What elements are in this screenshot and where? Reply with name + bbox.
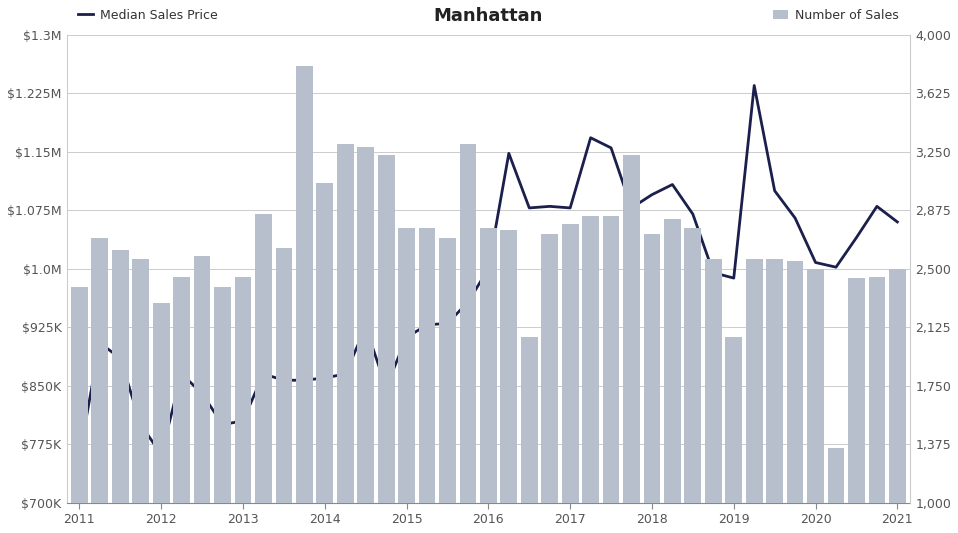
Bar xyxy=(71,287,88,533)
Bar xyxy=(91,238,108,533)
Bar xyxy=(869,277,885,533)
Bar xyxy=(541,235,559,533)
Bar xyxy=(828,448,844,533)
Bar xyxy=(603,216,620,533)
Bar xyxy=(787,261,804,533)
Bar xyxy=(173,277,190,533)
Bar xyxy=(664,219,681,533)
Bar xyxy=(153,303,170,533)
Title: Manhattan: Manhattan xyxy=(434,7,543,25)
Bar xyxy=(296,66,312,533)
Bar xyxy=(889,269,905,533)
Bar xyxy=(255,214,272,533)
Bar xyxy=(460,144,476,533)
Bar xyxy=(235,277,251,533)
Bar xyxy=(725,337,742,533)
Bar xyxy=(644,235,660,533)
Bar xyxy=(766,260,783,533)
Bar xyxy=(194,256,211,533)
Bar xyxy=(439,238,456,533)
Legend: Median Sales Price: Median Sales Price xyxy=(74,4,222,27)
Bar xyxy=(132,260,149,533)
Bar xyxy=(623,155,640,533)
Bar xyxy=(399,228,415,533)
Bar xyxy=(357,147,374,533)
Bar xyxy=(500,230,517,533)
Bar xyxy=(561,223,579,533)
Bar xyxy=(377,155,395,533)
Bar xyxy=(419,228,436,533)
Bar xyxy=(276,248,292,533)
Bar xyxy=(746,260,763,533)
Bar xyxy=(582,216,599,533)
Legend: Number of Sales: Number of Sales xyxy=(768,4,903,27)
Bar xyxy=(316,183,333,533)
Bar xyxy=(480,228,497,533)
Bar xyxy=(215,287,231,533)
Bar xyxy=(684,228,701,533)
Bar xyxy=(337,144,354,533)
Bar xyxy=(808,269,824,533)
Bar xyxy=(848,278,865,533)
Bar xyxy=(705,260,721,533)
Bar xyxy=(521,337,537,533)
Bar xyxy=(112,250,128,533)
